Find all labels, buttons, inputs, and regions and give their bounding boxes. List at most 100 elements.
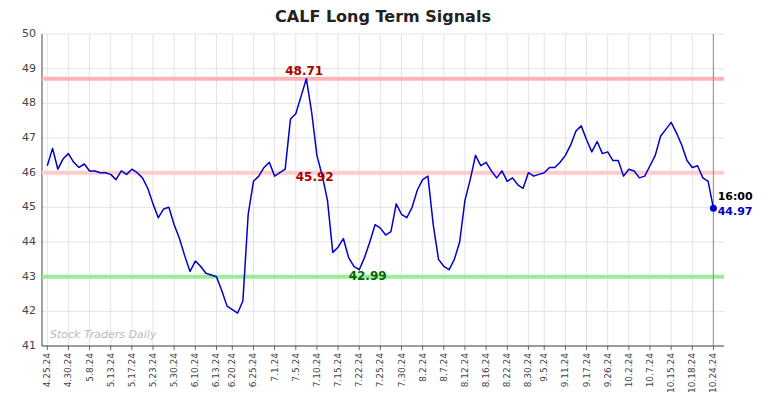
- x-tick: [607, 346, 608, 350]
- x-axis-line: [42, 346, 724, 347]
- x-tick: [110, 346, 111, 350]
- x-grid-line: [89, 34, 90, 346]
- end-line: [713, 34, 714, 346]
- annotation: 48.71: [285, 64, 323, 78]
- x-grid-line: [47, 34, 48, 346]
- x-grid-line: [464, 34, 465, 346]
- x-tick: [486, 346, 487, 350]
- x-tick-label: 9.5.24: [539, 353, 549, 382]
- x-tick: [528, 346, 529, 350]
- x-grid-line: [507, 34, 508, 346]
- x-grid-line: [401, 34, 402, 346]
- x-tick-label: 6.25.24: [248, 353, 258, 388]
- y-tick-label: 49: [22, 62, 36, 75]
- x-tick-label: 6.10.24: [190, 353, 200, 388]
- x-grid-line: [110, 34, 111, 346]
- x-grid-line: [586, 34, 587, 346]
- x-grid-line: [607, 34, 608, 346]
- y-tick-label: 50: [22, 27, 36, 40]
- x-tick: [359, 346, 360, 350]
- x-tick-label: 5.17.24: [127, 353, 137, 388]
- x-tick: [692, 346, 693, 350]
- x-tick-label: 7.10.24: [312, 353, 322, 388]
- x-grid-line: [295, 34, 296, 346]
- y-grid-line: [42, 242, 724, 243]
- x-tick-label: 10.7.24: [645, 353, 655, 388]
- x-tick: [443, 346, 444, 350]
- end-point: [710, 205, 717, 212]
- x-tick-label: 9.11.24: [560, 353, 570, 388]
- reference-line: [42, 77, 724, 81]
- annotation: 44.97: [718, 205, 753, 218]
- x-tick-label: 10.18.24: [687, 353, 697, 393]
- x-tick: [338, 346, 339, 350]
- x-grid-line: [486, 34, 487, 346]
- x-tick: [422, 346, 423, 350]
- x-tick: [47, 346, 48, 350]
- watermark: Stock Traders Daily: [50, 328, 157, 341]
- y-tick-label: 46: [22, 166, 36, 179]
- x-tick: [401, 346, 402, 350]
- x-grid-line: [443, 34, 444, 346]
- x-grid-line: [216, 34, 217, 346]
- x-tick: [274, 346, 275, 350]
- x-tick: [89, 346, 90, 350]
- y-tick-label: 43: [22, 270, 36, 283]
- x-tick-label: 7.5.24: [291, 353, 301, 382]
- y-grid-line: [42, 207, 724, 208]
- x-tick-label: 6.13.24: [211, 353, 221, 388]
- y-tick-label: 48: [22, 96, 36, 109]
- x-tick-label: 10.2.24: [624, 353, 634, 388]
- x-tick-label: 4.25.24: [42, 353, 52, 388]
- x-grid-line: [131, 34, 132, 346]
- x-grid-line: [253, 34, 254, 346]
- y-grid-line: [42, 311, 724, 312]
- x-tick-label: 5.8.24: [85, 353, 95, 382]
- title: CALF Long Term Signals: [275, 7, 491, 26]
- x-tick-label: 7.30.24: [397, 353, 407, 388]
- y-tick-label: 44: [22, 235, 36, 248]
- x-tick: [544, 346, 545, 350]
- y-grid-line: [42, 34, 724, 35]
- x-tick-label: 9.17.24: [582, 353, 592, 388]
- y-tick-label: 45: [22, 200, 36, 213]
- y-tick-label: 47: [22, 131, 36, 144]
- grid: [42, 34, 724, 346]
- x-tick: [253, 346, 254, 350]
- x-grid-line: [274, 34, 275, 346]
- x-tick-label: 6.20.24: [227, 353, 237, 388]
- annotation: 42.99: [349, 269, 387, 283]
- x-tick-label: 8.2.24: [418, 353, 428, 382]
- x-tick: [464, 346, 465, 350]
- x-grid-line: [649, 34, 650, 346]
- y-tick-label: 42: [22, 304, 36, 317]
- x-tick: [565, 346, 566, 350]
- plot-area: [42, 34, 724, 346]
- y-grid-line: [42, 103, 724, 104]
- x-tick: [295, 346, 296, 350]
- x-tick: [216, 346, 217, 350]
- x-tick-label: 5.30.24: [169, 353, 179, 388]
- x-tick: [507, 346, 508, 350]
- x-tick-label: 8.12.24: [460, 353, 470, 388]
- x-tick-label: 7.1.24: [270, 353, 280, 382]
- x-grid-line: [671, 34, 672, 346]
- x-tick-label: 10.24.24: [708, 353, 718, 393]
- x-tick: [316, 346, 317, 350]
- y-grid-line: [42, 68, 724, 69]
- x-grid-line: [544, 34, 545, 346]
- x-tick: [649, 346, 650, 350]
- x-grid-line: [359, 34, 360, 346]
- x-grid-line: [692, 34, 693, 346]
- x-grid-line: [713, 34, 714, 346]
- axes: 414243444546474849504.25.244.30.245.8.24…: [22, 27, 724, 393]
- x-tick-label: 7.15.24: [333, 353, 343, 388]
- x-tick-label: 8.30.24: [523, 353, 533, 388]
- x-grid-line: [68, 34, 69, 346]
- y-axis-line: [42, 34, 43, 346]
- x-grid-line: [153, 34, 154, 346]
- x-tick-label: 5.23.24: [148, 353, 158, 388]
- x-tick: [671, 346, 672, 350]
- x-tick: [153, 346, 154, 350]
- x-grid-line: [174, 34, 175, 346]
